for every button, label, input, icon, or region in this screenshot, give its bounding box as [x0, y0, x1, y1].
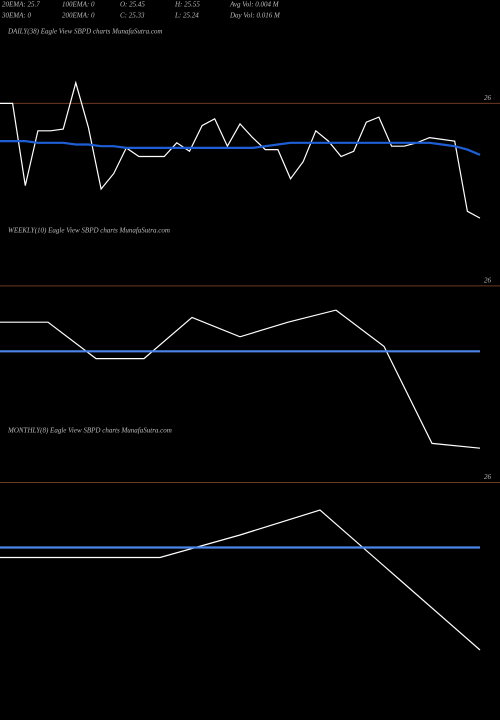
price-line [0, 80, 481, 219]
price-line [0, 309, 481, 449]
header: 20EMA: 25.7 100EMA: 0 O: 25.45 H: 25.55 … [1, 1, 281, 20]
y-tick-label: 26 [484, 473, 492, 481]
price-line [0, 509, 481, 651]
panel-title: DAILY(38) Eagle View SBPD charts MunafaS… [7, 28, 163, 36]
stat: C: 25.33 [120, 12, 145, 20]
y-tick-label: 26 [484, 94, 492, 102]
y-tick-label: 26 [484, 276, 492, 284]
stat: 30EMA: 0 [1, 12, 31, 20]
stat: 20EMA: 25.7 [2, 1, 40, 9]
price-line [0, 140, 481, 156]
stat: H: 25.55 [174, 1, 200, 9]
stat: 100EMA: 0 [62, 1, 95, 9]
stat: L: 25.24 [174, 12, 199, 20]
stat: Avg Vol: 0.004 M [229, 1, 280, 9]
panel-title: MONTHLY(8) Eagle View SBPD charts Munafa… [7, 427, 172, 435]
stat: O: 25.45 [120, 1, 145, 9]
panel-title: WEEKLY(10) Eagle View SBPD charts Munafa… [8, 227, 170, 235]
stat: Day Vol: 0.016 M [229, 12, 281, 20]
stat: 200EMA: 0 [62, 12, 95, 20]
